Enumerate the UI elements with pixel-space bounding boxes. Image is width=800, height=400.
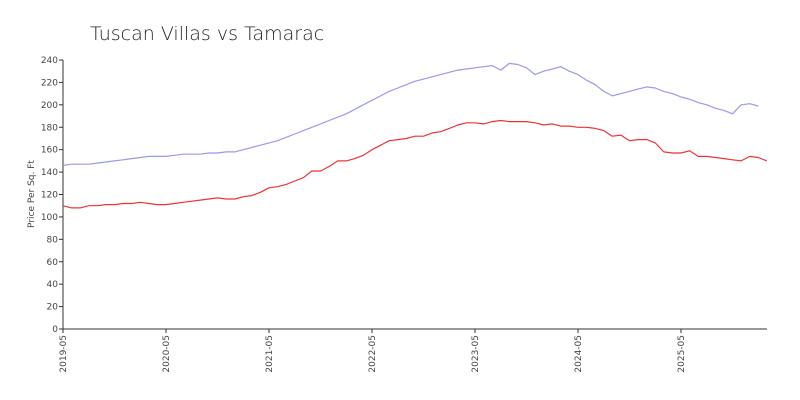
- x-tick-label: 2023-05: [471, 335, 481, 373]
- axes: 0 20 40 60 80 100 120 140 160 180 200 220 240 2019-05…: [41, 56, 767, 373]
- y-tick-label: 120: [41, 191, 58, 201]
- chart-title: Tuscan Villas vs Tamarac: [90, 23, 324, 45]
- y-tick-label: 0: [52, 325, 58, 335]
- x-tick-label: 2021-05: [265, 335, 275, 373]
- y-tick-label: 180: [41, 123, 58, 133]
- y-tick-label: 20: [47, 303, 59, 313]
- y-tick-label: 140: [41, 168, 58, 178]
- x-tick-label: 2019-05: [59, 335, 69, 373]
- x-tick-label: 2022-05: [368, 335, 378, 373]
- x-tick-label: 2020-05: [162, 335, 172, 373]
- y-tick-label: 80: [47, 235, 59, 245]
- y-tick-label: 220: [41, 78, 58, 88]
- x-tick-label: 2025-05: [677, 335, 687, 373]
- y-tick-label: 160: [41, 146, 58, 156]
- series-line-2: [62, 119, 768, 209]
- y-tick-label: 40: [47, 280, 59, 290]
- y-tick-label: 200: [41, 101, 58, 111]
- y-tick-label: 100: [41, 213, 58, 223]
- series-line-1: [62, 62, 759, 166]
- y-axis-label: Price Per Sq. Ft: [27, 160, 37, 228]
- x-tick-label: 2024-05: [574, 335, 584, 373]
- series-group: [62, 62, 768, 209]
- y-tick-label: 240: [41, 56, 58, 66]
- y-tick-label: 60: [47, 258, 59, 268]
